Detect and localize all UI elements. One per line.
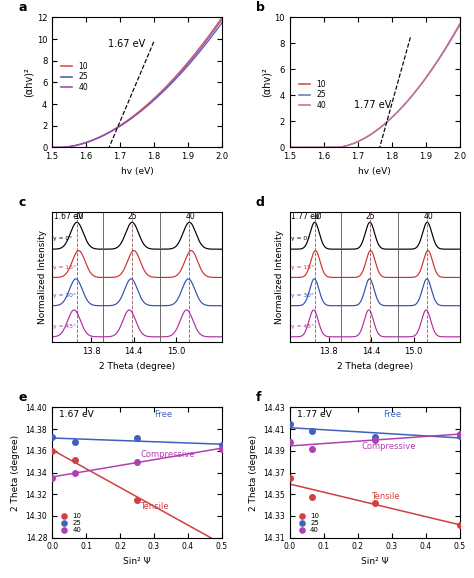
X-axis label: 2 Theta (degree): 2 Theta (degree) <box>99 362 175 371</box>
Point <box>371 432 379 442</box>
Point <box>309 493 316 502</box>
Text: 25: 25 <box>365 213 375 221</box>
Text: 1.77 eV: 1.77 eV <box>297 410 331 418</box>
Text: c: c <box>18 196 26 209</box>
Text: Tensile: Tensile <box>372 491 400 501</box>
Text: Compressive: Compressive <box>361 442 416 451</box>
Point <box>71 455 78 464</box>
Text: 10: 10 <box>74 213 84 221</box>
Text: 1.77 eV: 1.77 eV <box>355 101 392 110</box>
Point <box>218 441 226 450</box>
Point <box>309 427 316 436</box>
Point <box>371 498 379 507</box>
Point <box>71 438 78 447</box>
X-axis label: hv (eV): hv (eV) <box>121 167 154 176</box>
Legend: 10, 25, 40: 10, 25, 40 <box>54 510 84 535</box>
Point <box>286 419 294 428</box>
Text: 1.67 eV: 1.67 eV <box>54 213 82 221</box>
Y-axis label: (αhv)²: (αhv)² <box>262 68 272 97</box>
Text: γ = 30°: γ = 30° <box>291 293 313 298</box>
Text: γ = 0°: γ = 0° <box>53 236 72 241</box>
Text: γ = 0°: γ = 0° <box>291 236 310 241</box>
Text: Free: Free <box>154 410 172 418</box>
X-axis label: Sin² Ψ: Sin² Ψ <box>361 557 389 566</box>
Text: Free: Free <box>383 410 401 418</box>
Text: Tensile: Tensile <box>140 502 169 511</box>
Text: γ = 45°: γ = 45° <box>53 324 76 329</box>
Y-axis label: Normalized Intensity: Normalized Intensity <box>275 231 284 324</box>
Y-axis label: (αhv)²: (αhv)² <box>24 68 34 97</box>
Point <box>309 444 316 453</box>
Point <box>371 435 379 444</box>
Text: 40: 40 <box>424 213 434 221</box>
Text: Compressive: Compressive <box>140 450 195 459</box>
Y-axis label: Normalized Intensity: Normalized Intensity <box>37 231 46 324</box>
Point <box>456 429 464 438</box>
Text: b: b <box>256 1 265 14</box>
Point <box>456 520 464 529</box>
Text: γ = 30°: γ = 30° <box>53 293 76 298</box>
Point <box>133 495 141 504</box>
Point <box>218 538 226 547</box>
Point <box>286 438 294 447</box>
Text: 1.77 eV: 1.77 eV <box>292 213 320 221</box>
Text: 40: 40 <box>186 213 196 221</box>
Y-axis label: 2 Theta (degree): 2 Theta (degree) <box>11 435 20 510</box>
Text: f: f <box>256 391 262 404</box>
Point <box>456 431 464 440</box>
Point <box>133 457 141 466</box>
Text: 1.67 eV: 1.67 eV <box>59 410 94 418</box>
Text: 25: 25 <box>128 213 137 221</box>
Point <box>48 432 56 442</box>
Text: d: d <box>256 196 265 209</box>
X-axis label: 2 Theta (degree): 2 Theta (degree) <box>337 362 413 371</box>
Legend: 10, 25, 40: 10, 25, 40 <box>58 58 91 95</box>
Text: e: e <box>18 391 27 404</box>
Point <box>71 468 78 477</box>
Point <box>286 473 294 483</box>
Legend: 10, 25, 40: 10, 25, 40 <box>292 510 322 535</box>
Legend: 10, 25, 40: 10, 25, 40 <box>296 77 329 113</box>
Point <box>133 434 141 443</box>
Y-axis label: 2 Theta (degree): 2 Theta (degree) <box>249 435 258 510</box>
Text: a: a <box>18 1 27 14</box>
Text: 1.67 eV: 1.67 eV <box>108 39 146 49</box>
Text: γ = 15°: γ = 15° <box>291 265 314 269</box>
Text: 10: 10 <box>312 213 322 221</box>
X-axis label: Sin² Ψ: Sin² Ψ <box>123 557 151 566</box>
Point <box>218 444 226 453</box>
Text: γ = 45°: γ = 45° <box>291 324 314 329</box>
Text: γ = 15°: γ = 15° <box>53 265 76 269</box>
Point <box>48 446 56 455</box>
Point <box>48 473 56 483</box>
X-axis label: hv (eV): hv (eV) <box>358 167 391 176</box>
